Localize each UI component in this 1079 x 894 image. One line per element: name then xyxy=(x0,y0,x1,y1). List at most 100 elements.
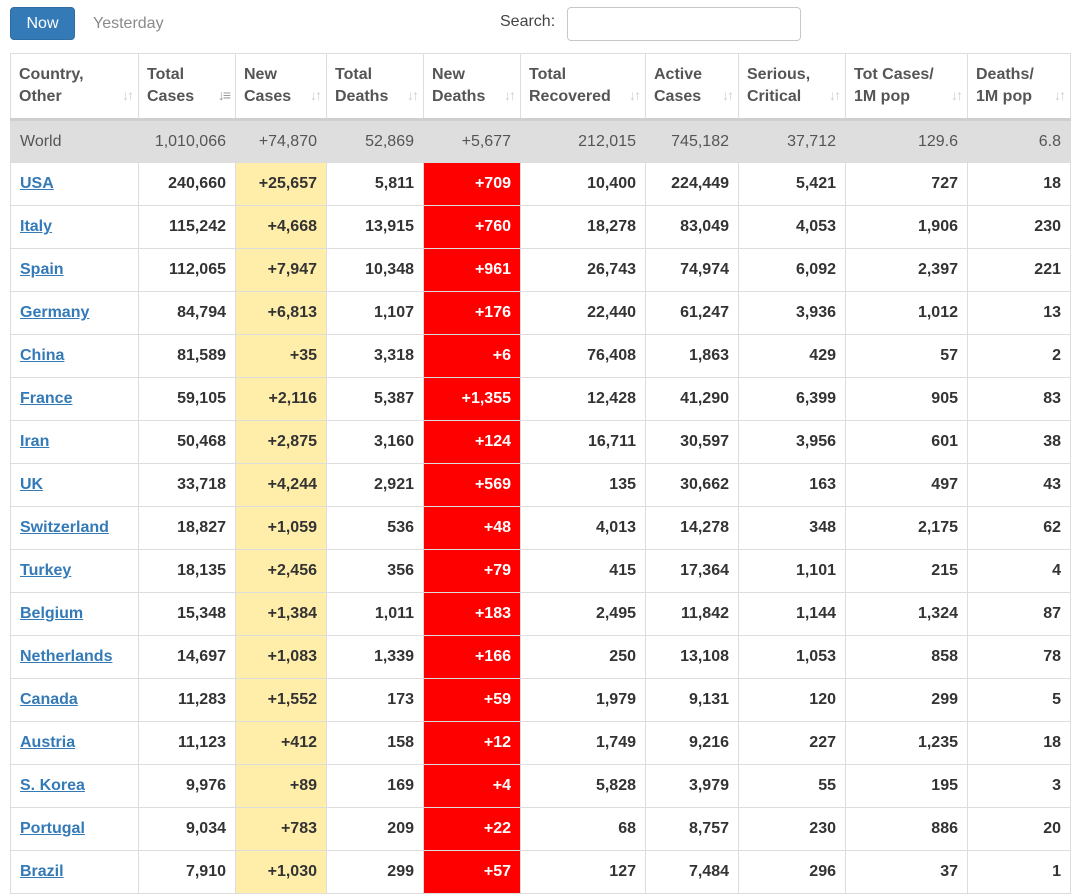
cell-active-cases: 9,131 xyxy=(645,678,739,722)
cell-country-other: Turkey xyxy=(10,549,139,593)
cell-active-cases: 1,863 xyxy=(645,334,739,378)
sort-icon[interactable]: ↓↑ xyxy=(951,87,963,103)
column-header-label: Active xyxy=(654,66,703,83)
column-header-tot-cases-per-1m[interactable]: Tot Cases/1M pop ↓↑ xyxy=(845,53,968,121)
cell-deaths-per-1m: 221 xyxy=(967,248,1071,292)
column-header-deaths-per-1m[interactable]: Deaths/1M pop ↓↑ xyxy=(967,53,1071,121)
cell-total-cases: 81,589 xyxy=(138,334,236,378)
cell-total-recovered: 12,428 xyxy=(520,377,646,421)
cell-total-recovered: 250 xyxy=(520,635,646,679)
cell-country-other: Switzerland xyxy=(10,506,139,550)
cell-total-cases: 1,010,066 xyxy=(138,118,236,163)
cell-new-cases: +783 xyxy=(235,807,327,851)
cell-total-deaths: 5,387 xyxy=(326,377,424,421)
country-link[interactable]: Austria xyxy=(20,734,76,751)
cell-country-other: Canada xyxy=(10,678,139,722)
sort-icon[interactable]: ↓↑ xyxy=(629,87,641,103)
country-link[interactable]: Germany xyxy=(20,304,90,321)
cell-total-cases: 112,065 xyxy=(138,248,236,292)
column-header-label: 1M pop xyxy=(976,88,1032,105)
country-link[interactable]: Turkey xyxy=(20,562,72,579)
table-row: France 59,105 +2,116 5,387 +1,355 12,428 41,29… xyxy=(10,377,1071,421)
cell-country-other: USA xyxy=(10,162,139,206)
country-link[interactable]: Iran xyxy=(20,433,50,450)
cell-new-cases: +7,947 xyxy=(235,248,327,292)
cell-total-recovered: 68 xyxy=(520,807,646,851)
column-header-label: Critical xyxy=(747,88,802,105)
cell-total-cases: 9,976 xyxy=(138,764,236,808)
cell-total-deaths: 13,915 xyxy=(326,205,424,249)
cell-country-other: Brazil xyxy=(10,850,139,894)
country-link[interactable]: France xyxy=(20,390,73,407)
cell-deaths-per-1m: 78 xyxy=(967,635,1071,679)
now-button[interactable]: Now xyxy=(10,7,75,40)
cell-total-recovered: 135 xyxy=(520,463,646,507)
cell-total-recovered: 18,278 xyxy=(520,205,646,249)
cell-serious-critical: 37,712 xyxy=(738,118,846,163)
country-link[interactable]: China xyxy=(20,347,65,364)
country-link[interactable]: Netherlands xyxy=(20,648,113,665)
cell-new-cases: +2,875 xyxy=(235,420,327,464)
table-row: Germany 84,794 +6,813 1,107 +176 22,440 61,247… xyxy=(10,291,1071,335)
sort-icon[interactable]: ↓↑ xyxy=(407,87,419,103)
cell-new-cases: +1,059 xyxy=(235,506,327,550)
table-row: Brazil 7,910 +1,030 299 +57 127 7,484 296 37 1 xyxy=(10,850,1071,894)
cell-total-deaths: 3,318 xyxy=(326,334,424,378)
cell-total-cases: 33,718 xyxy=(138,463,236,507)
column-header-new-cases[interactable]: New Cases ↓↑ xyxy=(235,53,327,121)
country-link[interactable]: Belgium xyxy=(20,605,84,622)
sort-icon[interactable]: ↓↑ xyxy=(722,87,734,103)
country-link[interactable]: S. Korea xyxy=(20,777,85,794)
cell-new-cases: +6,813 xyxy=(235,291,327,335)
cell-total-cases: 15,348 xyxy=(138,592,236,636)
cell-total-cases: 59,105 xyxy=(138,377,236,421)
cell-serious-critical: 348 xyxy=(738,506,846,550)
column-header-label: Tot Cases/ xyxy=(854,66,934,83)
column-header-serious-critical[interactable]: Serious, Critical ↓↑ xyxy=(738,53,846,121)
column-header-new-deaths[interactable]: New Deaths ↓↑ xyxy=(423,53,521,121)
sort-icon[interactable]: ↓↑ xyxy=(504,87,516,103)
yesterday-button[interactable]: Yesterday xyxy=(93,14,164,32)
cell-deaths-per-1m: 18 xyxy=(967,721,1071,765)
cell-total-cases: 84,794 xyxy=(138,291,236,335)
cell-active-cases: 14,278 xyxy=(645,506,739,550)
sort-icon[interactable]: ↓↑ xyxy=(1054,87,1066,103)
cell-serious-critical: 3,956 xyxy=(738,420,846,464)
cell-serious-critical: 230 xyxy=(738,807,846,851)
column-header-total-deaths[interactable]: Total Deaths ↓↑ xyxy=(326,53,424,121)
sort-descending-icon[interactable]: ↓≡ xyxy=(217,87,231,103)
cell-new-cases: +4,668 xyxy=(235,205,327,249)
sort-icon[interactable]: ↓↑ xyxy=(122,87,134,103)
cell-new-deaths: +79 xyxy=(423,549,521,593)
sort-icon[interactable]: ↓↑ xyxy=(310,87,322,103)
country-link[interactable]: USA xyxy=(20,175,54,192)
cell-total-deaths: 10,348 xyxy=(326,248,424,292)
column-header-active-cases[interactable]: Active Cases ↓↑ xyxy=(645,53,739,121)
country-link[interactable]: Canada xyxy=(20,691,78,708)
country-link[interactable]: Spain xyxy=(20,261,64,278)
cell-deaths-per-1m: 83 xyxy=(967,377,1071,421)
cell-active-cases: 3,979 xyxy=(645,764,739,808)
search-label: Search: xyxy=(500,13,556,30)
cell-serious-critical: 6,092 xyxy=(738,248,846,292)
country-link[interactable]: Switzerland xyxy=(20,519,109,536)
cell-active-cases: 8,757 xyxy=(645,807,739,851)
country-link[interactable]: Portugal xyxy=(20,820,85,837)
column-header-label: Cases xyxy=(244,88,292,105)
cell-new-deaths: +22 xyxy=(423,807,521,851)
column-header-total-recovered[interactable]: Total Recovered ↓↑ xyxy=(520,53,646,121)
search-input[interactable] xyxy=(567,7,801,41)
cell-country-other: Austria xyxy=(10,721,139,765)
cell-total-deaths: 2,921 xyxy=(326,463,424,507)
cell-serious-critical: 55 xyxy=(738,764,846,808)
country-link[interactable]: Italy xyxy=(20,218,53,235)
sort-icon[interactable]: ↓↑ xyxy=(829,87,841,103)
table-body: World 1,010,066 +74,870 52,869 +5,677 212,015… xyxy=(10,118,1071,894)
cell-country-other: France xyxy=(10,377,139,421)
column-header-total-cases[interactable]: Total Cases ↓≡ xyxy=(138,53,236,121)
cell-tot-cases-per-1m: 37 xyxy=(845,850,968,894)
column-header-country-other[interactable]: Country, Other ↓↑ xyxy=(10,53,139,121)
country-link[interactable]: UK xyxy=(20,476,44,493)
country-link[interactable]: Brazil xyxy=(20,863,64,880)
cell-country-other: Belgium xyxy=(10,592,139,636)
